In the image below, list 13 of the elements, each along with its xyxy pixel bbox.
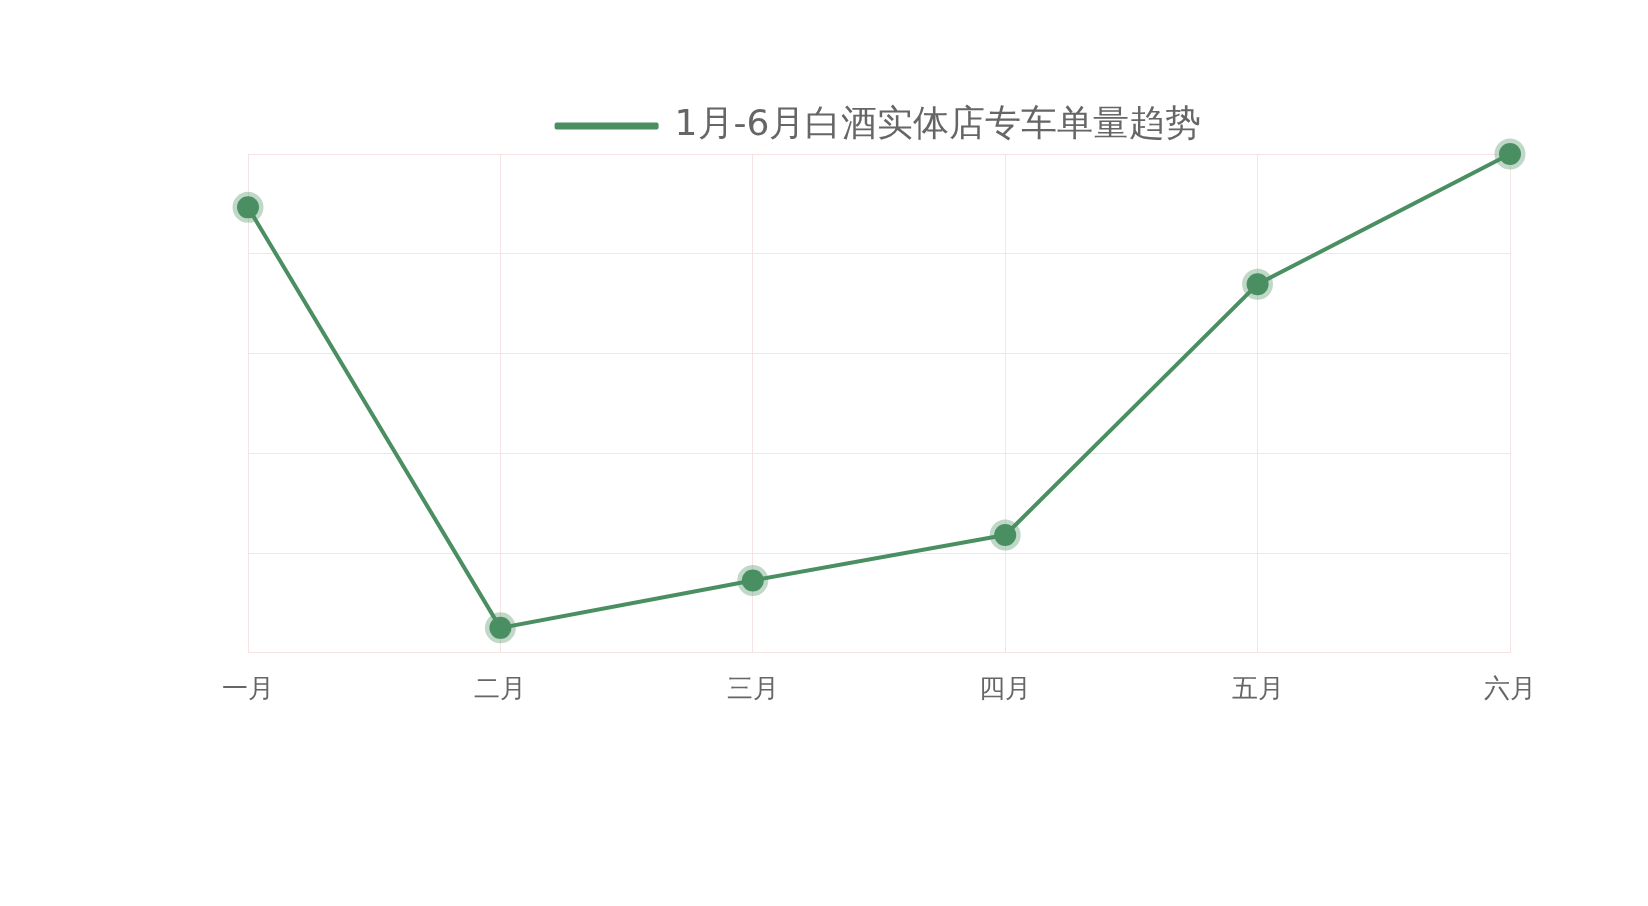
- x-tick-label: 五月: [1231, 673, 1284, 704]
- point: [232, 191, 264, 223]
- point: [737, 564, 769, 596]
- point: [1242, 268, 1274, 300]
- x-tick-label: 一月: [222, 673, 274, 704]
- point: [989, 519, 1021, 551]
- x-tick-label: 四月: [979, 673, 1032, 704]
- x-tick-label: 三月: [726, 673, 779, 704]
- legend-label: 1月-6月白酒实体店专车单量趋势: [674, 102, 1202, 144]
- x-tick-label: 六月: [1484, 673, 1536, 704]
- x-tick-label: 二月: [474, 673, 527, 704]
- point: [484, 612, 516, 644]
- point: [1494, 138, 1526, 170]
